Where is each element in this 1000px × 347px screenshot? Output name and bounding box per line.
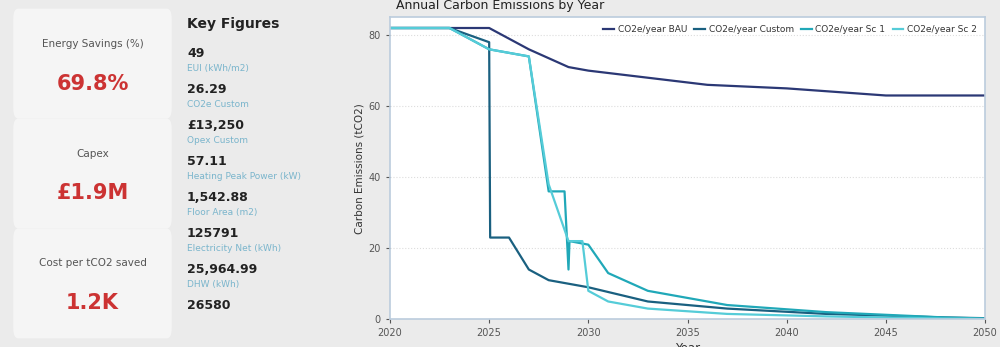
CO2e/year Sc 1: [582, 243, 594, 247]
Text: 1,542.88: 1,542.88: [187, 191, 249, 204]
Text: Energy Savings (%): Energy Savings (%): [42, 39, 143, 49]
CO2e/year Sc 2: [384, 26, 396, 30]
CO2e/year BAU: [523, 47, 535, 51]
CO2e/year Custom: [939, 315, 951, 320]
Text: 25,964.99: 25,964.99: [187, 263, 257, 276]
CO2e/year Sc 2: [939, 316, 951, 321]
CO2e/year Custom: [523, 268, 535, 272]
CO2e/year Sc 2: [523, 54, 535, 59]
CO2e/year Sc 2: [543, 182, 555, 186]
CO2e/year BAU: [642, 76, 654, 80]
CO2e/year Sc 1: [721, 303, 733, 307]
FancyBboxPatch shape: [13, 228, 172, 338]
CO2e/year Sc 2: [576, 239, 588, 243]
CO2e/year BAU: [701, 83, 713, 87]
CO2e/year BAU: [384, 26, 396, 30]
CO2e/year Sc 1: [939, 315, 951, 320]
CO2e/year Sc 1: [384, 26, 396, 30]
CO2e/year Sc 2: [503, 51, 515, 55]
CO2e/year Sc 1: [559, 189, 571, 194]
CO2e/year Sc 1: [562, 268, 574, 272]
FancyBboxPatch shape: [13, 9, 172, 119]
Text: DHW (kWh): DHW (kWh): [187, 280, 239, 289]
CO2e/year Sc 2: [582, 289, 594, 293]
CO2e/year Sc 2: [721, 312, 733, 316]
Text: Key Figures: Key Figures: [187, 17, 279, 31]
CO2e/year Custom: [503, 236, 515, 240]
CO2e/year Custom: [582, 285, 594, 289]
CO2e/year Custom: [543, 278, 555, 282]
Text: Cost per tCO2 saved: Cost per tCO2 saved: [39, 259, 146, 269]
Text: Electricity Net (kWh): Electricity Net (kWh): [187, 244, 281, 253]
CO2e/year Custom: [979, 316, 991, 320]
CO2e/year Sc 1: [979, 316, 991, 321]
Text: 125791: 125791: [187, 227, 239, 240]
Y-axis label: Carbon Emissions (tCO2): Carbon Emissions (tCO2): [354, 103, 364, 234]
CO2e/year Sc 1: [602, 271, 614, 275]
CO2e/year Sc 2: [562, 239, 574, 243]
Text: 26580: 26580: [187, 299, 230, 312]
CO2e/year Sc 2: [483, 47, 495, 51]
CO2e/year Custom: [384, 26, 396, 30]
CO2e/year Sc 1: [503, 51, 515, 55]
X-axis label: Year: Year: [675, 342, 700, 347]
CO2e/year Sc 1: [642, 289, 654, 293]
Line: CO2e/year Custom: CO2e/year Custom: [390, 28, 985, 318]
CO2e/year Sc 2: [642, 306, 654, 311]
CO2e/year Custom: [820, 312, 832, 316]
Text: 1.2K: 1.2K: [66, 294, 119, 313]
CO2e/year Custom: [642, 299, 654, 304]
CO2e/year BAU: [562, 65, 574, 69]
CO2e/year BAU: [781, 86, 793, 91]
Legend: CO2e/year BAU, CO2e/year Custom, CO2e/year Sc 1, CO2e/year Sc 2: CO2e/year BAU, CO2e/year Custom, CO2e/ye…: [599, 22, 980, 38]
CO2e/year Custom: [721, 306, 733, 311]
CO2e/year Custom: [483, 40, 495, 44]
CO2e/year BAU: [880, 93, 892, 98]
Text: 69.8%: 69.8%: [56, 74, 129, 94]
CO2e/year Sc 1: [563, 239, 575, 243]
CO2e/year Sc 2: [979, 317, 991, 321]
CO2e/year Sc 2: [820, 314, 832, 319]
Text: CO2e Custom: CO2e Custom: [187, 100, 249, 109]
Text: 49: 49: [187, 47, 204, 60]
CO2e/year Sc 1: [444, 26, 456, 30]
Text: 26.29: 26.29: [187, 83, 226, 96]
CO2e/year BAU: [582, 69, 594, 73]
Text: £1.9M: £1.9M: [56, 184, 129, 203]
CO2e/year Sc 1: [543, 189, 555, 194]
Text: 57.11: 57.11: [187, 155, 227, 168]
FancyBboxPatch shape: [13, 119, 172, 228]
Line: CO2e/year Sc 1: CO2e/year Sc 1: [390, 28, 985, 319]
Line: CO2e/year BAU: CO2e/year BAU: [390, 28, 985, 95]
CO2e/year Custom: [444, 26, 456, 30]
Text: Capex: Capex: [76, 149, 109, 159]
CO2e/year BAU: [483, 26, 495, 30]
Text: £13,250: £13,250: [187, 119, 244, 132]
CO2e/year Sc 2: [602, 299, 614, 304]
Line: CO2e/year Sc 2: CO2e/year Sc 2: [390, 28, 985, 319]
CO2e/year Custom: [484, 236, 496, 240]
Text: Annual Carbon Emissions by Year: Annual Carbon Emissions by Year: [396, 0, 604, 12]
CO2e/year Sc 2: [444, 26, 456, 30]
CO2e/year Sc 1: [820, 310, 832, 314]
Text: Floor Area (m2): Floor Area (m2): [187, 208, 257, 217]
CO2e/year BAU: [444, 26, 456, 30]
Text: Opex Custom: Opex Custom: [187, 136, 248, 145]
Text: Heating Peak Power (kW): Heating Peak Power (kW): [187, 172, 301, 181]
CO2e/year BAU: [979, 93, 991, 98]
Text: EUI (kWh/m2): EUI (kWh/m2): [187, 64, 249, 73]
CO2e/year Sc 1: [523, 54, 535, 59]
CO2e/year Sc 1: [483, 47, 495, 51]
